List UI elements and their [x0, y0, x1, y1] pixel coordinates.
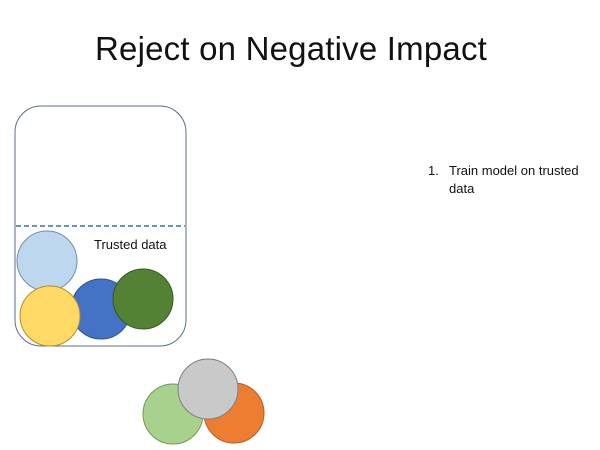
- step-number: 1.: [428, 163, 439, 178]
- trusted-point-yellow: [19, 285, 81, 347]
- slide-title: Reject on Negative Impact: [94, 30, 488, 67]
- trusted-data-label: Trusted data: [94, 237, 167, 252]
- steps-list: 1. Train model on trusted data: [428, 162, 598, 198]
- trusted-point-light-blue: [16, 230, 78, 292]
- step-text: Train model on trusted data: [449, 163, 579, 196]
- incoming-point-gray: [177, 358, 239, 420]
- step-item: 1. Train model on trusted data: [428, 162, 598, 198]
- trusted-point-dark-green: [112, 268, 174, 330]
